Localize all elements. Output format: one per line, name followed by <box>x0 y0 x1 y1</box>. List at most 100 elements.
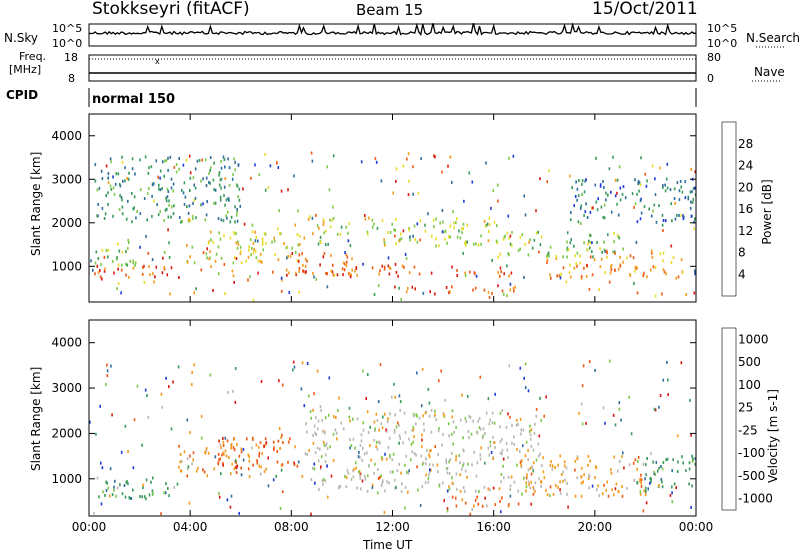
power-cell <box>236 246 239 250</box>
power-cell <box>97 202 99 206</box>
power-cell <box>163 266 165 269</box>
velocity-cell <box>597 484 599 488</box>
power-scatter-cell <box>238 198 241 202</box>
power-cell <box>566 231 569 235</box>
power-scatter-cell <box>491 259 493 262</box>
power-scatter-cell <box>228 183 231 187</box>
velocity-cell <box>459 489 462 493</box>
velocity-cell <box>502 464 504 468</box>
velocity-cell <box>448 485 450 489</box>
power-cell <box>606 251 608 255</box>
power-cell <box>232 173 234 177</box>
power-cell <box>101 177 104 180</box>
power-cell <box>562 255 564 259</box>
power-scatter-cell <box>188 154 191 158</box>
power-cell <box>682 214 684 218</box>
velocity-cell <box>168 494 170 498</box>
velocity-scatter-cell <box>545 395 547 399</box>
nsky-tick-bottom: 10^0 <box>52 37 83 50</box>
power-scatter-cell <box>309 215 311 219</box>
power-cell <box>397 274 399 278</box>
power-scatter-cell <box>311 216 314 220</box>
velocity-cell <box>334 428 337 432</box>
power-cell <box>431 234 433 238</box>
velocity-cell <box>355 461 357 465</box>
velocity-cell <box>520 465 523 469</box>
velocity-cell <box>258 464 261 468</box>
velocity-scatter-cell <box>144 388 147 392</box>
power-cell <box>351 268 353 272</box>
power-scatter-cell <box>276 161 278 165</box>
velocity-scatter-cell <box>618 401 621 405</box>
power-scatter-cell <box>187 211 190 215</box>
power-cell <box>597 197 599 201</box>
power-scatter-cell <box>92 268 94 272</box>
velocity-cell <box>517 502 520 506</box>
power-cell <box>517 249 520 252</box>
power-cell <box>192 217 194 220</box>
velocity-cell <box>360 433 363 437</box>
velocity-cell <box>139 495 141 498</box>
velocity-cell <box>335 431 338 435</box>
power-scatter-cell <box>297 209 299 213</box>
velocity-scatter-cell <box>220 472 222 476</box>
x-tick-label: 08:00 <box>274 520 309 534</box>
power-cell <box>127 199 129 203</box>
velocity-cell <box>129 496 131 500</box>
velocity-cell <box>324 453 327 457</box>
velocity-cell <box>462 486 465 489</box>
velocity-cell <box>412 428 415 432</box>
power-cell <box>595 200 598 204</box>
power-cell <box>663 270 666 274</box>
velocity-cell <box>218 458 220 462</box>
power-cell <box>662 186 664 189</box>
power-cell <box>250 253 252 257</box>
velocity-scatter-cell <box>362 421 364 425</box>
power-scatter-cell <box>652 209 654 213</box>
power-colorbar-tick: 24 <box>738 159 753 173</box>
power-cell <box>619 198 622 202</box>
power-scatter-cell <box>528 240 530 244</box>
power-cell <box>236 219 239 223</box>
velocity-cell <box>559 454 561 458</box>
velocity-cell <box>317 459 320 463</box>
power-cell <box>589 241 592 245</box>
velocity-cell <box>598 494 601 498</box>
velocity-cell <box>287 440 290 444</box>
power-cell <box>484 224 487 228</box>
velocity-cell <box>505 425 508 429</box>
velocity-cell <box>186 467 189 471</box>
velocity-cell <box>142 486 144 490</box>
velocity-cell <box>511 441 513 445</box>
power-cell <box>233 256 236 259</box>
velocity-cell <box>557 463 559 467</box>
power-cell <box>622 185 625 189</box>
power-cell <box>103 217 106 220</box>
velocity-cell <box>576 457 578 461</box>
power-cell <box>433 225 435 229</box>
velocity-cell <box>102 490 104 494</box>
power-cell <box>387 231 389 234</box>
velocity-cell <box>447 422 450 426</box>
power-scatter-cell <box>360 160 363 164</box>
velocity-cell <box>189 454 191 458</box>
power-scatter-cell <box>254 163 256 167</box>
power-scatter-cell <box>471 180 474 184</box>
power-cell <box>566 248 568 252</box>
power-cell <box>205 252 208 256</box>
velocity-scatter-cell <box>101 466 104 470</box>
power-scatter-cell <box>538 250 540 254</box>
power-cell <box>212 240 214 244</box>
velocity-scatter-cell <box>348 406 351 410</box>
velocity-cell <box>195 469 198 473</box>
velocity-scatter-cell <box>248 475 251 479</box>
power-scatter-cell <box>153 280 155 284</box>
velocity-scatter-cell <box>278 427 281 431</box>
velocity-scatter-cell <box>313 462 315 466</box>
power-cell <box>480 242 482 246</box>
power-cell <box>155 265 158 269</box>
velocity-scatter-cell <box>238 511 240 515</box>
velocity-scatter-cell <box>484 461 486 465</box>
velocity-scatter-cell <box>234 367 237 370</box>
velocity-cell <box>596 488 598 492</box>
